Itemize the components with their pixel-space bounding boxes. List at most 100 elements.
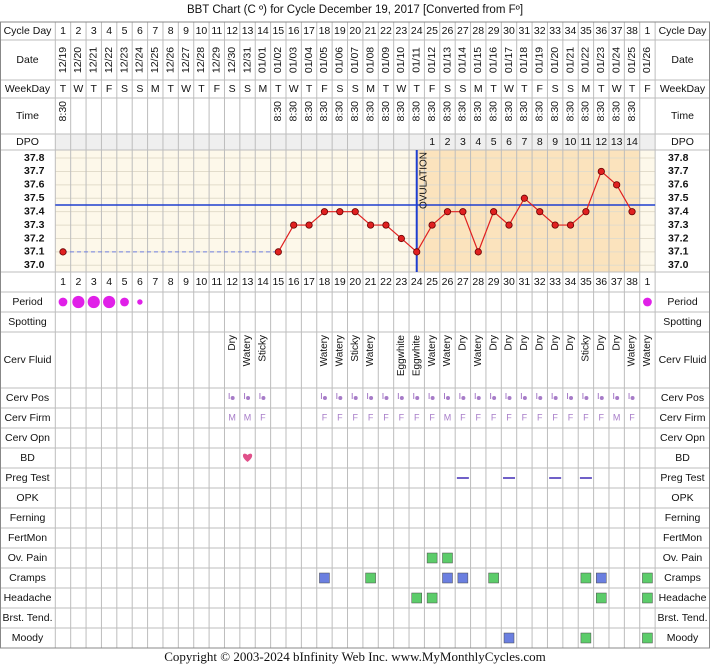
dpo: 13 [611, 136, 623, 148]
date: 01/07 [349, 47, 361, 73]
period-dot [120, 297, 129, 307]
cerv-fluid: Watery [242, 335, 253, 366]
row-label: Cycle Day [659, 25, 708, 37]
time: 8:30 [349, 101, 361, 122]
cerv-fluid: Watery [334, 335, 345, 366]
cerv-firm: F [568, 412, 574, 422]
cycle-day: 12 [226, 25, 238, 37]
date: 01/21 [564, 47, 576, 73]
weekday: W [73, 83, 83, 95]
cycle-day: 8 [168, 25, 174, 37]
cerv-pos-dot [230, 396, 235, 400]
cycle-day: 33 [549, 25, 561, 37]
cycle-day: 9 [183, 25, 189, 37]
row-label: Moody [667, 632, 699, 644]
period-dot [137, 299, 143, 305]
time: 8:30 [318, 101, 330, 122]
cerv-fluid: Watery [473, 335, 484, 366]
cycle-day: 17 [303, 276, 315, 288]
preg-test-mark [549, 477, 562, 479]
cerv-fluid: Watery [642, 335, 653, 366]
cycle-day: 14 [257, 276, 269, 288]
cerv-fluid: Watery [442, 335, 453, 366]
row-label: Brst. Tend. [3, 612, 53, 624]
row-label: BD [20, 452, 35, 464]
row-label: Time [671, 110, 694, 122]
dpo: 3 [460, 136, 466, 148]
row-label: Cramps [664, 572, 701, 584]
cycle-day: 26 [442, 276, 454, 288]
weekday: M [582, 83, 591, 95]
cerv-firm: F [491, 412, 497, 422]
temperature-point [536, 208, 544, 216]
cerv-firm: F [537, 412, 543, 422]
weekday: W [289, 83, 299, 95]
cycle-day: 29 [488, 25, 500, 37]
row-label: Cycle Day [4, 25, 53, 37]
temperature-point [397, 234, 405, 243]
cerv-firm: F [599, 412, 605, 422]
cerv-firm: F [552, 412, 558, 422]
row-label: Brst. Tend. [658, 612, 708, 624]
date: 01/17 [503, 47, 515, 73]
cycle-day: 37 [611, 276, 623, 288]
weekday: W [504, 83, 514, 95]
cerv-firm: F [368, 412, 374, 422]
time: 8:30 [272, 101, 284, 122]
cerv-pos-dot [630, 396, 635, 400]
date: 12/25 [149, 47, 161, 73]
date: 01/10 [395, 47, 407, 73]
cerv-fluid: Dry [596, 335, 607, 351]
time: 8:30 [426, 101, 438, 122]
date: 01/25 [626, 47, 638, 73]
row-label: OPK [16, 492, 38, 504]
dpo: 5 [491, 136, 497, 148]
weekday: F [429, 83, 435, 95]
preg-test-mark [579, 477, 592, 479]
symptom-square [503, 632, 515, 644]
cycle-day: 3 [91, 276, 97, 288]
y-tick-label: 37.1 [668, 246, 689, 258]
y-tick-label: 37.6 [668, 179, 689, 191]
cerv-pos-dot [246, 396, 251, 400]
weekday: M [474, 83, 483, 95]
cycle-day: 1 [645, 25, 651, 37]
row-label: Cerv Pos [6, 392, 49, 404]
row-label: Date [16, 54, 38, 66]
temperature-point [366, 221, 375, 229]
cycle-day: 16 [288, 25, 300, 37]
cerv-pos-dot [369, 396, 374, 400]
cerv-pos-dot [522, 396, 527, 400]
time: 8:30 [411, 101, 423, 122]
weekday: S [567, 83, 574, 95]
row-label: Moody [12, 632, 44, 644]
temperature-point [413, 248, 421, 256]
cerv-fluid: Watery [365, 335, 376, 366]
cerv-firm: F [399, 412, 405, 422]
symptom-square [488, 572, 499, 584]
time: 8:30 [472, 101, 484, 122]
date: 12/27 [180, 47, 192, 73]
row-label: Headache [659, 592, 707, 604]
symptom-square [426, 552, 438, 564]
cycle-day: 15 [272, 25, 284, 37]
cerv-pos-dot [445, 396, 450, 400]
y-tick-label: 37.4 [668, 205, 689, 217]
cycle-day: 32 [534, 276, 546, 288]
temperature-point [459, 208, 467, 216]
cerv-pos-dot [384, 396, 389, 400]
cycle-day: 7 [152, 276, 158, 288]
cerv-fluid: Watery [319, 335, 330, 366]
cycle-day: 2 [75, 276, 81, 288]
y-tick-label: 37.0 [24, 259, 45, 271]
y-tick-label: 37.5 [24, 192, 45, 204]
cerv-firm: F [583, 412, 589, 422]
date: 01/22 [580, 47, 592, 73]
dpo: 4 [475, 136, 481, 148]
cerv-pos-dot [584, 396, 589, 400]
weekday: S [136, 83, 143, 95]
cycle-day: 5 [122, 25, 128, 37]
weekday: S [444, 83, 451, 95]
date: 01/04 [303, 47, 315, 73]
symptom-square [442, 572, 453, 584]
